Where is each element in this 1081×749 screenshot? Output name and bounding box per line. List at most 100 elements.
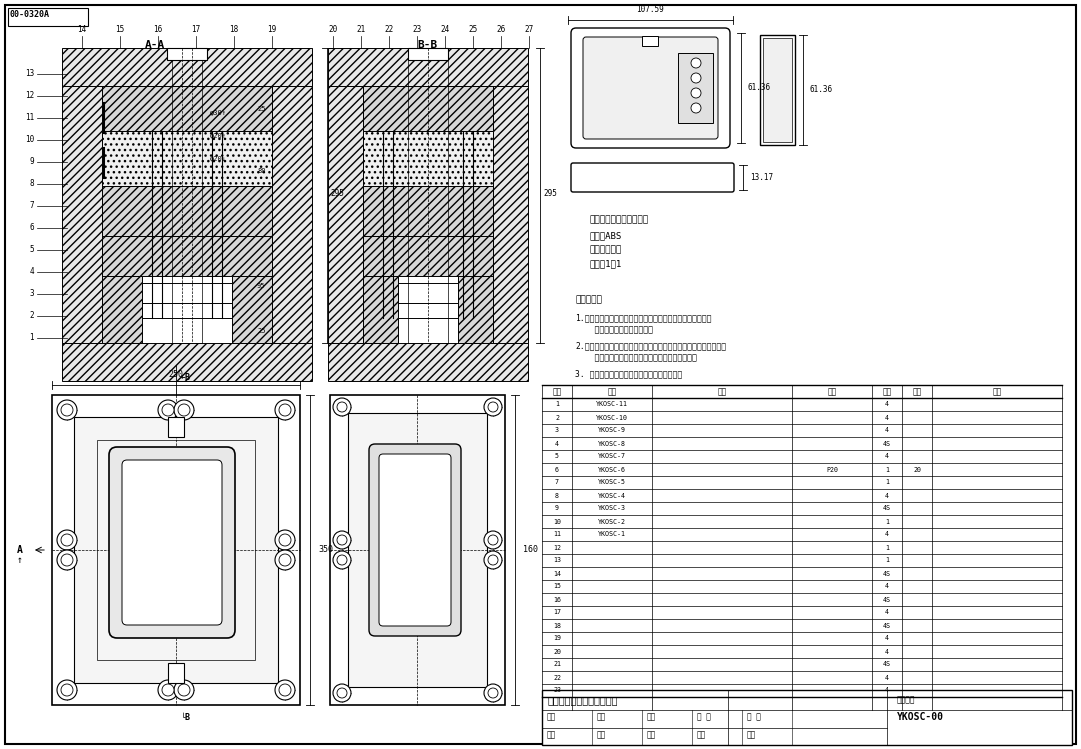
Circle shape: [178, 684, 190, 696]
Circle shape: [275, 550, 295, 570]
Circle shape: [488, 402, 498, 412]
Bar: [493, 86, 528, 343]
Bar: [62, 343, 312, 381]
Text: 名称: 名称: [718, 387, 726, 396]
Circle shape: [337, 555, 347, 565]
Text: φ20↑: φ20↑: [210, 133, 227, 139]
Circle shape: [337, 688, 347, 698]
FancyBboxPatch shape: [122, 460, 222, 625]
Text: 图样代号: 图样代号: [897, 695, 916, 704]
Text: 6: 6: [555, 467, 559, 473]
Text: A: A: [17, 545, 23, 555]
Text: 20: 20: [329, 25, 337, 34]
Circle shape: [337, 535, 347, 545]
Bar: [763, 38, 792, 142]
Text: 材料: 材料: [827, 387, 837, 396]
Text: 295: 295: [330, 189, 344, 198]
Text: 2: 2: [29, 312, 34, 321]
Text: 数量: 数量: [882, 387, 892, 396]
Circle shape: [333, 531, 351, 549]
Text: 4: 4: [885, 635, 889, 641]
Text: 8: 8: [555, 493, 559, 499]
Circle shape: [488, 555, 498, 565]
Text: 4: 4: [885, 688, 889, 694]
Bar: [348, 413, 488, 687]
Text: YKOSC-8: YKOSC-8: [598, 440, 626, 446]
Text: YKOSC-9: YKOSC-9: [598, 428, 626, 434]
Text: 20: 20: [553, 649, 561, 655]
Text: 4: 4: [29, 267, 34, 276]
Circle shape: [333, 398, 351, 416]
Circle shape: [57, 400, 77, 420]
Text: 阶段: 阶段: [547, 712, 557, 721]
Circle shape: [333, 551, 351, 569]
Text: 16: 16: [553, 596, 561, 602]
Text: 共 页: 共 页: [697, 712, 711, 721]
Bar: [8, 8, 88, 26]
Text: 8: 8: [29, 180, 34, 189]
Text: YKOSC-10: YKOSC-10: [596, 414, 628, 420]
FancyBboxPatch shape: [369, 444, 461, 636]
Bar: [458, 276, 493, 343]
Circle shape: [174, 400, 193, 420]
Circle shape: [61, 554, 74, 566]
Circle shape: [158, 680, 178, 700]
Text: 4S: 4S: [883, 506, 891, 512]
Text: 18: 18: [553, 622, 561, 628]
Circle shape: [178, 404, 190, 416]
FancyBboxPatch shape: [379, 454, 451, 626]
Text: 4: 4: [885, 428, 889, 434]
Bar: [398, 283, 458, 303]
Bar: [102, 131, 272, 186]
Circle shape: [57, 680, 77, 700]
Circle shape: [61, 404, 74, 416]
Text: B-B: B-B: [418, 40, 438, 50]
Text: 4: 4: [885, 532, 889, 538]
Text: 4: 4: [555, 440, 559, 446]
Text: 16: 16: [154, 25, 162, 34]
Text: 2: 2: [555, 414, 559, 420]
Circle shape: [691, 88, 700, 98]
Text: YKOSC-3: YKOSC-3: [598, 506, 626, 512]
Circle shape: [484, 398, 502, 416]
Bar: [62, 48, 312, 86]
Text: 审核: 审核: [597, 730, 606, 739]
Text: ↑: ↑: [17, 555, 23, 565]
Text: 1: 1: [885, 545, 889, 551]
Text: 起重机遥控器上盖注塑模具: 起重机遥控器上盖注塑模具: [547, 695, 617, 705]
Text: 19: 19: [553, 635, 561, 641]
Bar: [172, 48, 202, 343]
Text: 第 页: 第 页: [747, 712, 761, 721]
Text: A-A: A-A: [145, 40, 165, 50]
Text: 4: 4: [885, 453, 889, 459]
Text: P20: P20: [826, 467, 838, 473]
Text: YKOSC-1: YKOSC-1: [598, 532, 626, 538]
Text: 20: 20: [913, 467, 921, 473]
Text: 14: 14: [553, 571, 561, 577]
Text: YKOSC-00: YKOSC-00: [897, 712, 944, 722]
Text: 10: 10: [553, 518, 561, 524]
Text: YKOSC-2: YKOSC-2: [598, 518, 626, 524]
Text: 23: 23: [553, 688, 561, 694]
Text: 11: 11: [553, 532, 561, 538]
Text: 1: 1: [555, 401, 559, 407]
Bar: [328, 48, 528, 86]
Text: 比例: 比例: [597, 712, 606, 721]
Text: 材料：ABS: 材料：ABS: [590, 231, 623, 240]
Text: 15: 15: [116, 25, 124, 34]
Bar: [398, 303, 458, 318]
Circle shape: [275, 400, 295, 420]
Text: 10: 10: [25, 136, 34, 145]
Bar: [168, 417, 184, 437]
Text: 4: 4: [885, 414, 889, 420]
Circle shape: [61, 534, 74, 546]
Text: 1: 1: [885, 518, 889, 524]
Bar: [542, 690, 1072, 745]
Bar: [363, 236, 493, 276]
Circle shape: [162, 404, 174, 416]
Text: 5: 5: [555, 453, 559, 459]
Text: 保证零件嵌入是不损坏份。: 保证零件嵌入是不损坏份。: [575, 325, 653, 334]
Text: 4: 4: [885, 583, 889, 589]
Text: 00-0320A: 00-0320A: [10, 10, 50, 19]
Circle shape: [333, 684, 351, 702]
